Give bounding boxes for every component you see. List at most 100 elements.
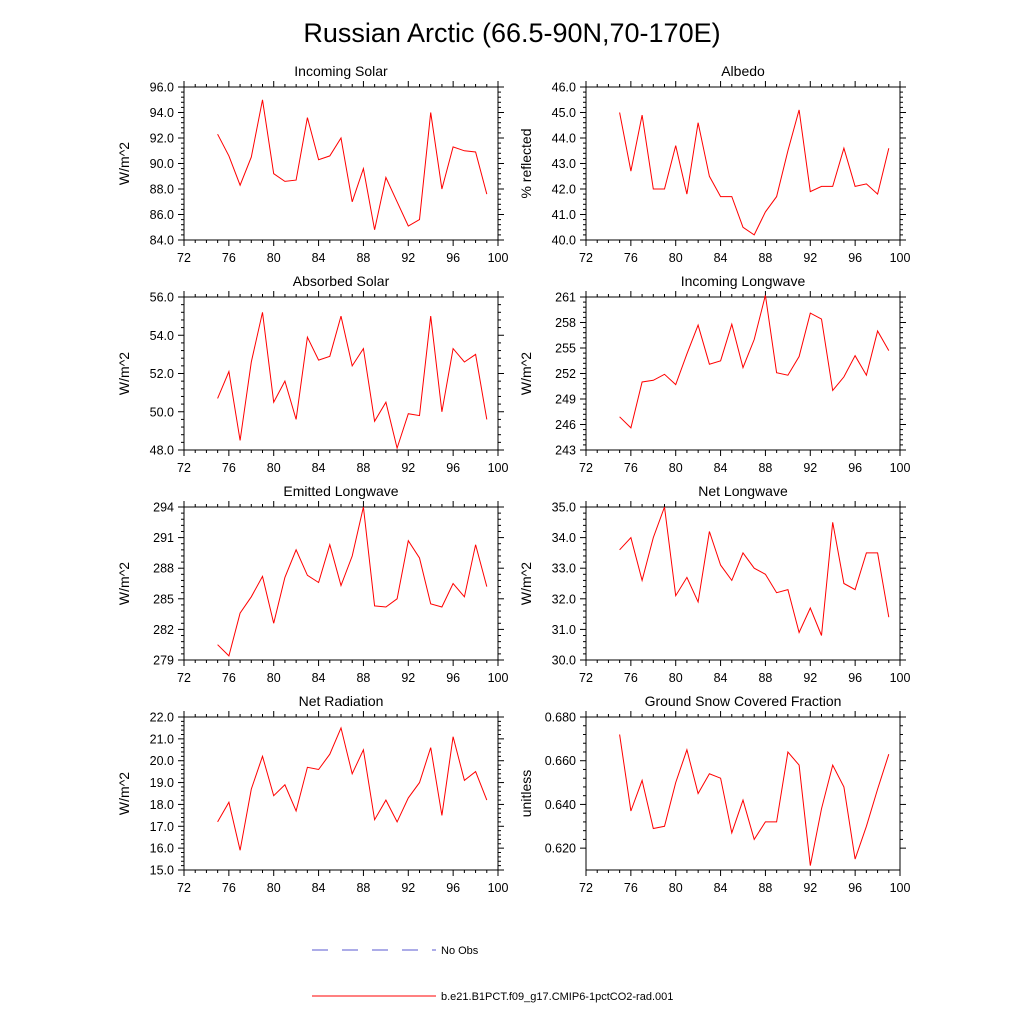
x-tick-label: 72: [177, 881, 191, 895]
y-tick-label: 19.0: [150, 776, 174, 790]
y-axis-label: W/m^2: [116, 142, 132, 185]
y-tick-label: 291: [153, 531, 174, 545]
legend-label-no-obs: No Obs: [441, 945, 479, 957]
y-tick-label: 31.0: [552, 623, 576, 637]
y-tick-label: 96.0: [150, 81, 174, 95]
x-tick-label: 96: [446, 671, 460, 685]
y-tick-label: 43.0: [552, 157, 576, 171]
y-axis-label: unitless: [518, 770, 534, 817]
y-tick-label: 33.0: [552, 562, 576, 576]
x-tick-label: 92: [803, 251, 817, 265]
x-tick-label: 76: [624, 881, 638, 895]
y-axis-label: W/m^2: [116, 772, 132, 815]
figure-title: Russian Arctic (66.5-90N,70-170E): [303, 18, 720, 48]
y-axis-label: W/m^2: [116, 352, 132, 395]
x-tick-label: 92: [803, 881, 817, 895]
x-tick-label: 84: [312, 251, 326, 265]
y-axis-label: W/m^2: [518, 562, 534, 605]
panel-title: Net Longwave: [698, 483, 788, 499]
y-tick-label: 15.0: [150, 864, 174, 878]
y-tick-label: 255: [555, 342, 576, 356]
x-tick-label: 88: [356, 671, 370, 685]
x-tick-label: 88: [356, 461, 370, 475]
x-tick-label: 92: [803, 671, 817, 685]
y-tick-label: 88.0: [150, 183, 174, 197]
x-tick-label: 84: [714, 881, 728, 895]
y-tick-label: 44.0: [552, 132, 576, 146]
series-line-1: [619, 295, 890, 429]
x-tick-label: 72: [177, 251, 191, 265]
panel-3: Absorbed Solar W/m^2 72 76 80 84 88 92 96 100 48.0…: [116, 273, 508, 475]
y-tick-label: 252: [555, 367, 576, 381]
y-tick-label: 56.0: [150, 291, 174, 305]
x-tick-label: 72: [177, 671, 191, 685]
series-line-1: [217, 726, 488, 851]
x-tick-label: 84: [312, 881, 326, 895]
x-tick-label: 76: [222, 881, 236, 895]
plot-frame: [585, 86, 901, 241]
panel-title: Net Radiation: [299, 693, 384, 709]
series-line-1: [217, 312, 488, 450]
x-tick-label: 84: [714, 671, 728, 685]
panel-5: Emitted Longwave W/m^2 72 76 80 84 88 92 96 100 27…: [116, 483, 508, 685]
panel-title: Incoming Longwave: [681, 273, 806, 289]
x-tick-label: 100: [890, 251, 911, 265]
x-tick-label: 80: [669, 251, 683, 265]
x-tick-label: 96: [848, 251, 862, 265]
x-tick-label: 92: [401, 251, 415, 265]
y-tick-label: 50.0: [150, 405, 174, 419]
y-axis-label: W/m^2: [116, 562, 132, 605]
x-tick-label: 96: [446, 461, 460, 475]
y-tick-label: 249: [555, 393, 576, 407]
plot-frame: [183, 716, 499, 871]
x-tick-label: 92: [401, 881, 415, 895]
x-tick-label: 88: [758, 461, 772, 475]
x-tick-label: 100: [488, 251, 509, 265]
y-tick-label: 54.0: [150, 329, 174, 343]
x-tick-label: 72: [579, 671, 593, 685]
y-tick-label: 288: [153, 562, 174, 576]
y-tick-label: 40.0: [552, 234, 576, 248]
x-tick-label: 96: [848, 461, 862, 475]
y-tick-label: 285: [153, 592, 174, 606]
y-tick-label: 18.0: [150, 798, 174, 812]
panel-title: Incoming Solar: [294, 63, 388, 79]
y-tick-label: 35.0: [552, 501, 576, 515]
y-tick-label: 279: [153, 654, 174, 668]
legend: No Obs b.e21.B1PCT.f09_g17.CMIP6-1pctCO2…: [312, 945, 673, 1003]
y-tick-label: 246: [555, 418, 576, 432]
y-tick-label: 0.660: [545, 754, 576, 768]
x-tick-label: 80: [669, 461, 683, 475]
x-tick-label: 100: [890, 461, 911, 475]
x-tick-label: 96: [848, 671, 862, 685]
y-tick-label: 48.0: [150, 444, 174, 458]
y-tick-label: 22.0: [150, 711, 174, 725]
y-tick-label: 261: [555, 291, 576, 305]
y-tick-label: 258: [555, 316, 576, 330]
y-axis-label: W/m^2: [518, 352, 534, 395]
x-tick-label: 76: [624, 251, 638, 265]
x-tick-label: 80: [267, 251, 281, 265]
y-tick-label: 90.0: [150, 157, 174, 171]
x-tick-label: 76: [222, 461, 236, 475]
plot-frame: [183, 296, 499, 451]
x-tick-label: 100: [488, 461, 509, 475]
y-tick-label: 21.0: [150, 732, 174, 746]
x-tick-label: 76: [222, 671, 236, 685]
panel-8: Ground Snow Covered Fraction unitless 72 76…: [518, 693, 910, 895]
panel-1: Incoming Solar W/m^2 72 76 80 84 88 92 96 100 84.0…: [116, 63, 508, 265]
x-tick-label: 72: [579, 251, 593, 265]
series-line-1: [217, 506, 488, 657]
x-tick-label: 100: [890, 671, 911, 685]
series-line-1: [619, 109, 890, 236]
panel-6: Net Longwave W/m^2 72 76 80 84 88 92 96 100 30.0 31…: [518, 483, 910, 685]
x-tick-label: 80: [267, 671, 281, 685]
x-tick-label: 84: [312, 461, 326, 475]
y-tick-label: 17.0: [150, 820, 174, 834]
x-tick-label: 88: [758, 881, 772, 895]
panel-title: Ground Snow Covered Fraction: [645, 693, 842, 709]
y-tick-label: 41.0: [552, 208, 576, 222]
y-tick-label: 42.0: [552, 183, 576, 197]
x-tick-label: 100: [890, 881, 911, 895]
panel-title: Albedo: [721, 63, 765, 79]
